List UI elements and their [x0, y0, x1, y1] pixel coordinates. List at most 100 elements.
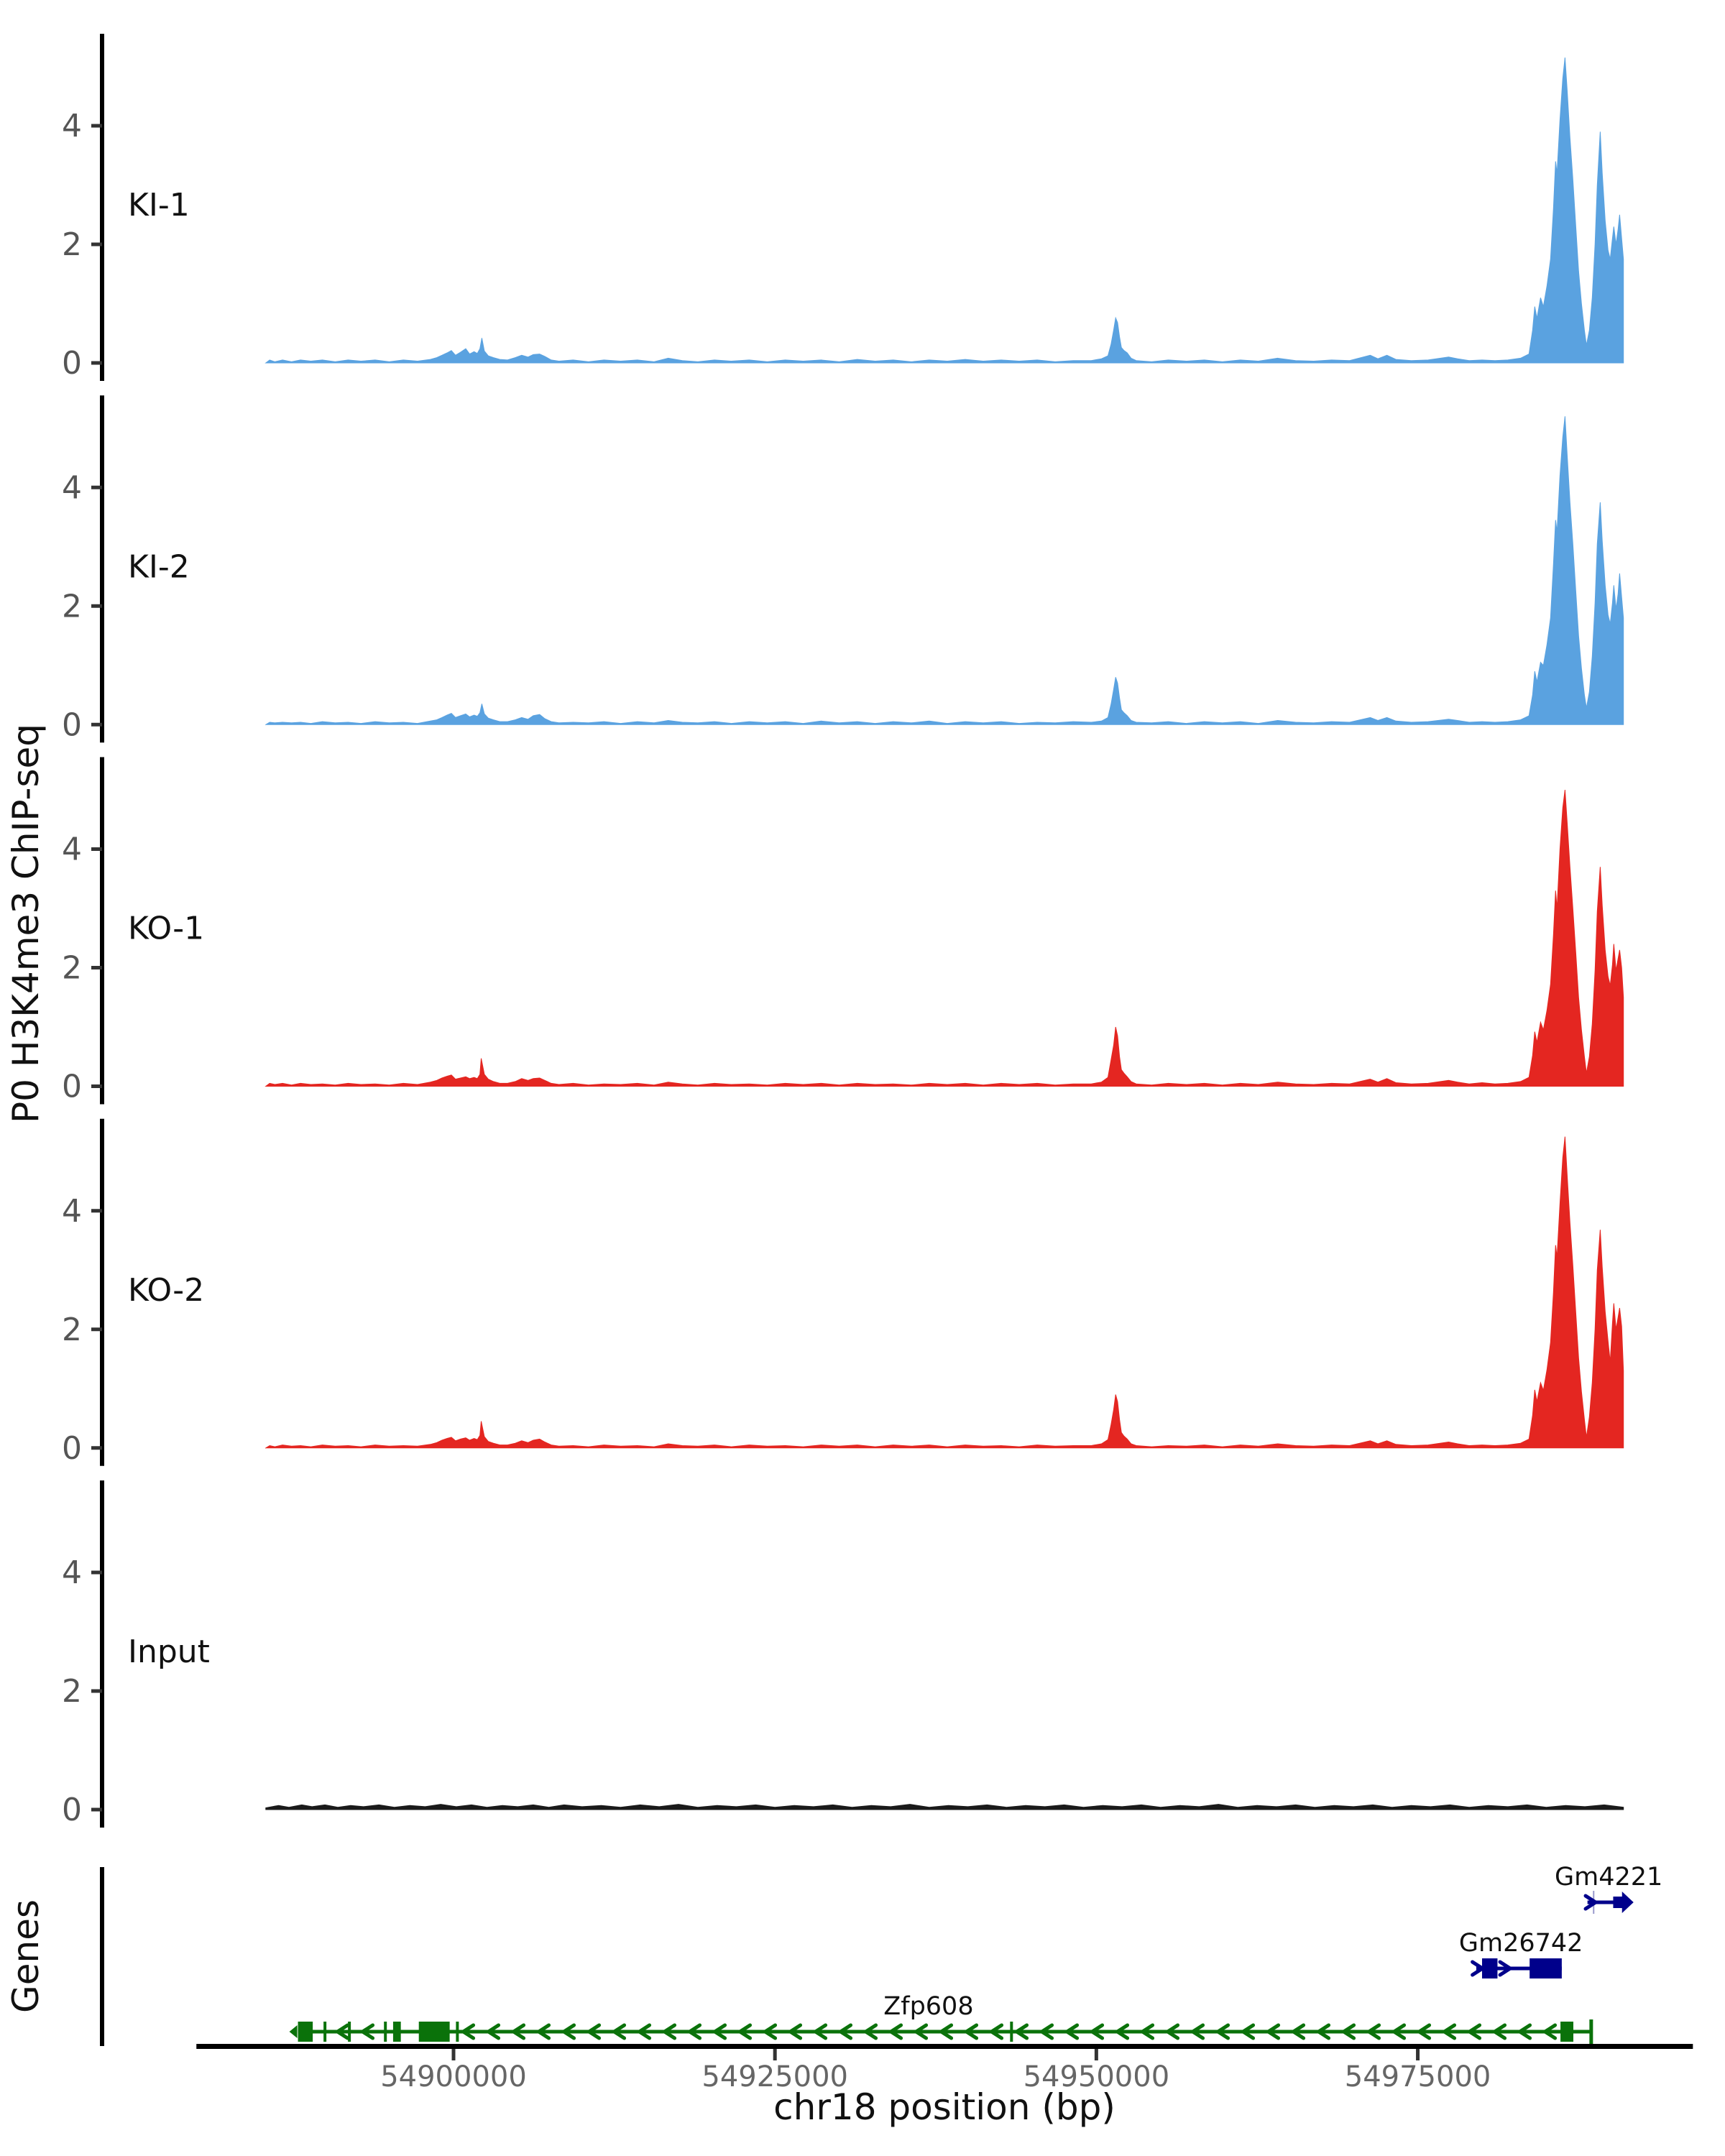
gene-label-Gm4221: Gm4221 [1555, 1863, 1662, 1892]
strand-chevron-icon [862, 2023, 878, 2040]
y-tick-mark [91, 722, 102, 727]
y-tick-label: 0 [62, 1069, 82, 1105]
strand-chevron-icon [1440, 2023, 1457, 2040]
gene-arrowhead-icon [1622, 1892, 1634, 1913]
y-tick-mark [91, 1209, 102, 1213]
tss-bar [1589, 2019, 1593, 2044]
y-axis-line [100, 757, 104, 1105]
genes-panel: Gm4221 Gm26742 Zfp608 [100, 1863, 1662, 2046]
strand-chevron-icon [1491, 2023, 1507, 2040]
exon-tick [384, 2022, 387, 2042]
y-tick-mark [91, 1570, 102, 1575]
strand-chevron-icon [661, 2023, 677, 2040]
strand-chevron-icon [1214, 2023, 1230, 2040]
x-tick-label: 54925000 [702, 2060, 848, 2093]
x-tick-mark [773, 2049, 777, 2060]
y-tick-mark [91, 604, 102, 608]
strand-chevron-icon [535, 2023, 551, 2040]
strand-chevron-icon [1013, 2023, 1029, 2040]
y-axis-line [100, 1480, 104, 1828]
strand-chevron-icon [359, 2023, 375, 2040]
y-tick-mark [91, 485, 102, 489]
strand-chevron-icon [334, 2023, 350, 2040]
y-tick-label: 4 [62, 1554, 82, 1591]
gene-end-arrowhead-icon [289, 2025, 298, 2038]
x-tick-label: 54950000 [1024, 2060, 1170, 2093]
strand-chevron-icon [1113, 2023, 1130, 2040]
genes-axis-line [100, 1867, 104, 2046]
strand-chevron-icon [635, 2023, 652, 2040]
track-Input: 0 2 4 Input [62, 1480, 1624, 1828]
strand-chevron-icon [610, 2023, 627, 2040]
strand-chevron-icon [1471, 1960, 1486, 1977]
track-area-Input [265, 1804, 1624, 1810]
x-tick-label: 54900000 [380, 2060, 527, 2093]
track-area-KO-1 [264, 789, 1624, 1087]
exon-box [1481, 1958, 1498, 1978]
strand-chevron-icon [560, 2023, 576, 2040]
strand-chevron-icon [1466, 2023, 1482, 2040]
y-tick-label: 2 [62, 950, 82, 987]
strand-chevron-icon [1365, 2023, 1381, 2040]
y-tick-label: 4 [62, 469, 82, 506]
strand-chevron-icon [1239, 2023, 1256, 2040]
strand-chevron-icon [1390, 2023, 1407, 2040]
gene-Zfp608: Zfp608 [289, 1992, 1593, 2044]
y-tick-label: 4 [62, 108, 82, 144]
x-tick-mark [1416, 2049, 1420, 2060]
strand-chevron-icon [1063, 2023, 1080, 2040]
y-tick-label: 2 [62, 1673, 82, 1710]
x-axis-line [196, 2044, 1693, 2049]
strand-chevron-icon [988, 2023, 1004, 2040]
y-tick-mark [91, 242, 102, 247]
strand-chevron-icon [937, 2023, 954, 2040]
strand-chevron-icon [1516, 2023, 1532, 2040]
exon-box [392, 2022, 401, 2042]
y-tick-label: 0 [62, 706, 82, 743]
strand-chevron-icon [1415, 2023, 1432, 2040]
track-area-KO-2 [265, 1136, 1624, 1449]
strand-chevron-icon [887, 2023, 903, 2040]
y-tick-mark [91, 966, 102, 969]
track-area-KI-2 [265, 416, 1624, 726]
y-tick-mark [91, 124, 102, 128]
y-tick-mark [91, 361, 102, 365]
y-tick-mark [91, 847, 102, 851]
gene-label-Gm26742: Gm26742 [1459, 1929, 1583, 1958]
strand-chevron-icon [585, 2023, 602, 2040]
strand-chevron-icon [1264, 2023, 1281, 2040]
strand-chevron-icon [1138, 2023, 1155, 2040]
strand-chevron-icon [484, 2023, 501, 2040]
y-axis-line [100, 1118, 104, 1466]
y-tick-mark [91, 1446, 102, 1450]
y-tick-label: 0 [62, 345, 82, 382]
track-KO-2: 0 2 4 KO-2 [62, 1118, 1624, 1467]
exon-box [418, 2022, 450, 2042]
y-tick-label: 2 [62, 1312, 82, 1348]
track-label-Input: Input [128, 1634, 210, 1670]
strand-chevron-icon [786, 2023, 803, 2040]
y-tick-label: 4 [62, 831, 82, 868]
y-tick-mark [91, 1327, 102, 1332]
strand-chevron-icon [1583, 1894, 1599, 1911]
gene-thick-arrow-body [1613, 1897, 1624, 1908]
gene-Gm4221: Gm4221 [1555, 1863, 1662, 1914]
strand-chevron-icon [1038, 2023, 1054, 2040]
strand-chevron-icon [1189, 2023, 1205, 2040]
strand-chevron-icon [1289, 2023, 1306, 2040]
exon-tick [323, 2022, 327, 2042]
y-tick-label: 0 [62, 1792, 82, 1828]
track-KI-2: 0 2 4 KI-2 [62, 395, 1624, 743]
x-axis: 54900000 54925000 54950000 54975000 [196, 2044, 1693, 2093]
track-label-KO-2: KO-2 [128, 1272, 204, 1309]
y-tick-mark [91, 1807, 102, 1812]
strand-chevron-icon [686, 2023, 702, 2040]
y-tick-mark [91, 1084, 102, 1088]
track-KO-1: 0 2 4 KO-1 [62, 757, 1624, 1105]
strand-chevron-icon [1164, 2023, 1180, 2040]
y-axis-line [100, 34, 104, 381]
y-tick-label: 4 [62, 1193, 82, 1230]
exon-tick [1010, 2022, 1013, 2042]
